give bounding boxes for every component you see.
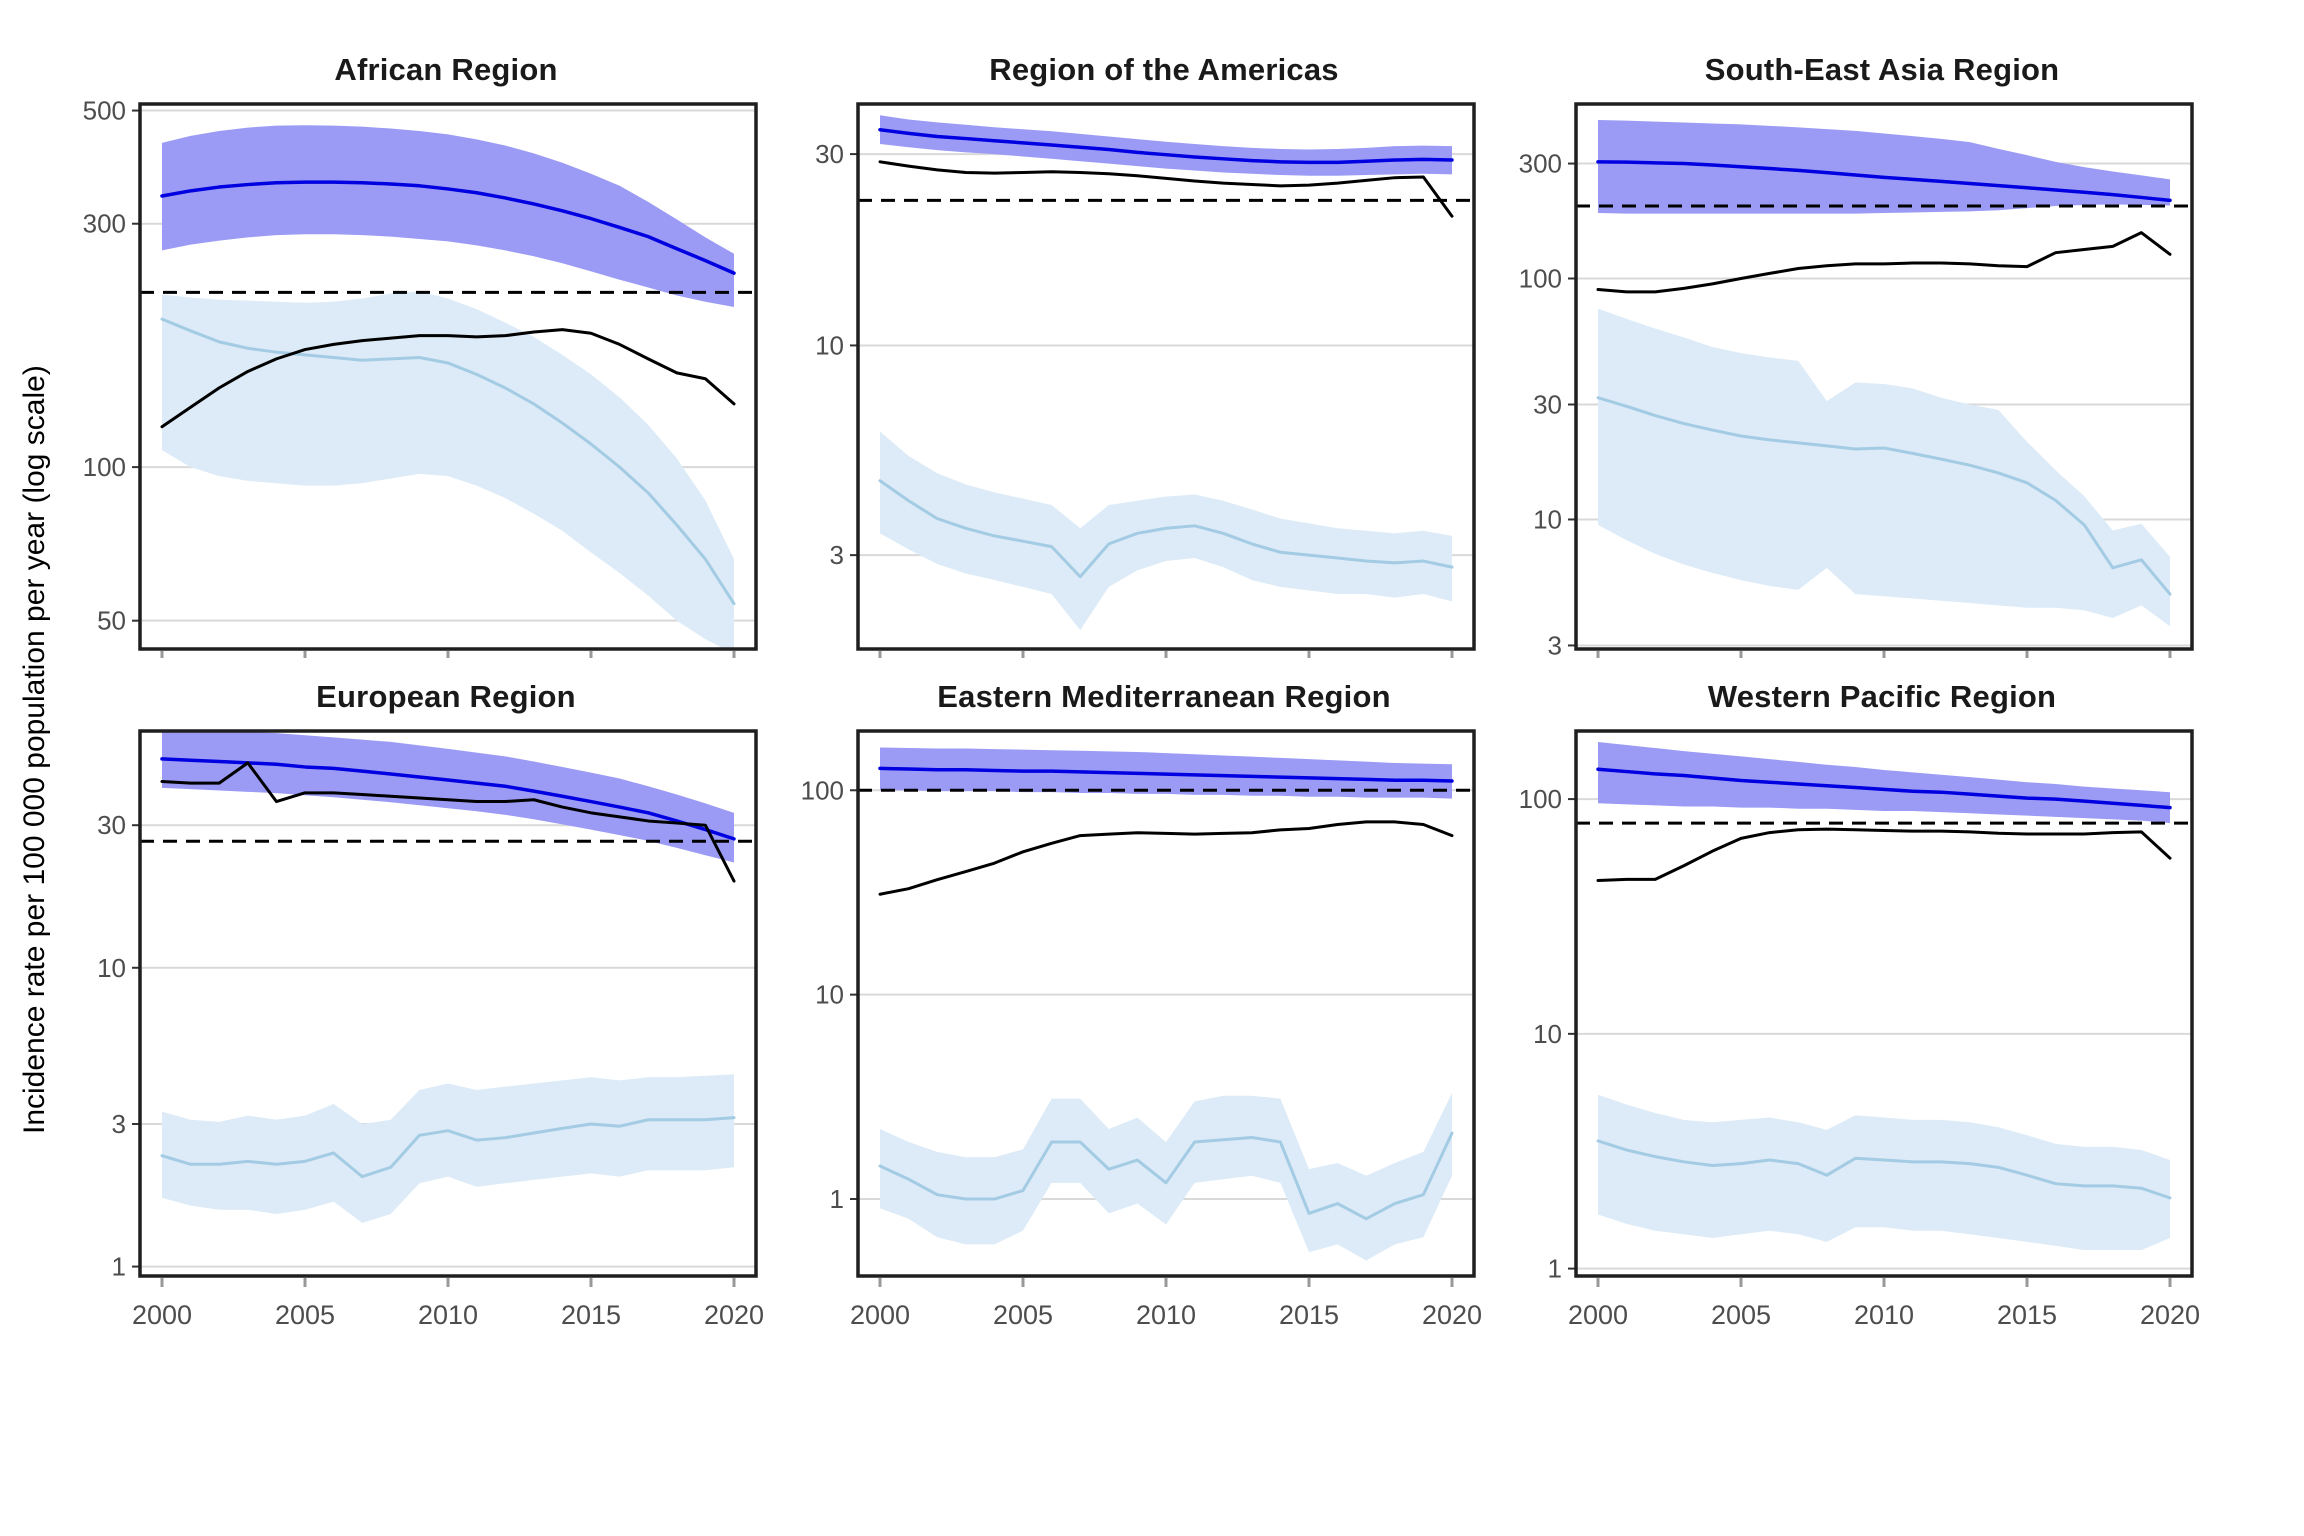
lightblue-series-ribbon bbox=[1598, 1094, 2170, 1251]
x-tick-label: 2020 bbox=[2140, 1300, 2200, 1330]
black-notified-line bbox=[878, 160, 1454, 218]
panel-border bbox=[856, 102, 1476, 651]
facet-south-east-asia-region: South-East Asia Region 300 100 30 10 3 bbox=[1504, 52, 2204, 663]
facet-african-region: African Region 500 300 100 50 bbox=[68, 52, 768, 663]
black-notified-line bbox=[878, 820, 1454, 896]
y-tick-label: 100 bbox=[1519, 784, 1562, 814]
blue-estimate-line bbox=[160, 757, 736, 841]
blue-estimate-line bbox=[878, 128, 1454, 165]
blue-estimate-ribbon bbox=[880, 115, 1452, 176]
facet-european-region: European Region 30 10 3 1 2000 2005 2010 2015 20… bbox=[68, 679, 768, 1353]
facet-grid: African Region 500 300 100 50 Region of the… bbox=[68, 52, 2204, 1353]
y-tick-label: 30 bbox=[97, 810, 126, 840]
lightblue-series-ribbon bbox=[880, 431, 1452, 631]
blue-estimate-line bbox=[878, 766, 1454, 783]
x-tick-label: 2020 bbox=[704, 1300, 764, 1330]
facet-title: Region of the Americas bbox=[989, 52, 1339, 87]
y-tick-label: 3 bbox=[1548, 630, 1562, 658]
panel-plot-eastern-mediterranean-region: 100 10 1 2000 2005 2010 2015 2020 bbox=[801, 729, 1482, 1330]
blue-estimate-line bbox=[1596, 767, 2172, 810]
y-tick-label: 30 bbox=[815, 139, 844, 169]
x-tick-label: 2010 bbox=[1136, 1300, 1196, 1330]
x-tick-label: 2015 bbox=[1997, 1300, 2057, 1330]
panel-plot-region-of-the-americas: 30 10 3 bbox=[815, 102, 1476, 660]
x-tick-label: 2005 bbox=[993, 1300, 1053, 1330]
y-tick-label: 100 bbox=[83, 452, 126, 482]
x-tick-label: 2000 bbox=[132, 1300, 192, 1330]
y-tick-label: 100 bbox=[801, 775, 844, 805]
y-tick-label: 10 bbox=[1533, 504, 1562, 534]
black-notified-line bbox=[1596, 827, 2172, 882]
facet-title: South-East Asia Region bbox=[1704, 52, 2060, 87]
y-tick-label: 300 bbox=[1519, 149, 1562, 179]
facet-eastern-mediterranean-region: Eastern Mediterranean Region 100 10 1 2000 2… bbox=[786, 679, 1486, 1353]
x-tick-label: 2015 bbox=[561, 1300, 621, 1330]
black-notified-line bbox=[160, 761, 736, 883]
lightblue-series-ribbon bbox=[162, 291, 734, 649]
y-tick-label: 500 bbox=[83, 96, 126, 126]
x-tick-label: 2005 bbox=[275, 1300, 335, 1330]
x-tick-label: 2000 bbox=[1568, 1300, 1628, 1330]
lightblue-series-line bbox=[878, 479, 1454, 579]
panel-border bbox=[138, 729, 758, 1278]
y-axis-title: Incidence rate per 100 000 population pe… bbox=[18, 365, 51, 1135]
x-tick-label: 2015 bbox=[1279, 1300, 1339, 1330]
panel-plot-south-east-asia-region: 300 100 30 10 3 bbox=[1519, 102, 2194, 660]
blue-estimate-ribbon bbox=[1598, 119, 2170, 214]
y-tick-label: 1 bbox=[1548, 1254, 1562, 1284]
y-tick-label: 10 bbox=[815, 330, 844, 360]
x-tick-label: 2010 bbox=[418, 1300, 478, 1330]
x-tick-label: 2005 bbox=[1711, 1300, 1771, 1330]
lightblue-series-ribbon bbox=[162, 1074, 734, 1223]
panel-plot-african-region: 500 300 100 50 bbox=[83, 96, 758, 660]
lightblue-series-ribbon bbox=[880, 1093, 1452, 1261]
y-tick-label: 3 bbox=[112, 1109, 126, 1139]
panel-border bbox=[1574, 102, 2194, 651]
facet-western-pacific-region: Western Pacific Region 100 10 1 2000 2005 201… bbox=[1504, 679, 2204, 1353]
lightblue-series-line bbox=[1596, 396, 2172, 596]
lightblue-series-line bbox=[160, 1116, 736, 1179]
blue-estimate-ribbon bbox=[1598, 742, 2170, 824]
lightblue-series-ribbon bbox=[1598, 308, 2170, 627]
y-tick-label: 10 bbox=[97, 953, 126, 983]
x-tick-label: 2010 bbox=[1854, 1300, 1914, 1330]
facet-title: European Region bbox=[316, 679, 576, 714]
y-tick-label: 50 bbox=[97, 606, 126, 636]
y-tick-label: 30 bbox=[1533, 390, 1562, 420]
facet-title: Eastern Mediterranean Region bbox=[937, 679, 1391, 714]
y-tick-label: 10 bbox=[1533, 1019, 1562, 1049]
blue-estimate-line bbox=[160, 180, 736, 275]
y-tick-label: 10 bbox=[815, 980, 844, 1010]
black-notified-line bbox=[1596, 231, 2172, 294]
facet-title: Western Pacific Region bbox=[1707, 679, 2057, 714]
lightblue-series-line bbox=[160, 317, 736, 606]
y-tick-label: 100 bbox=[1519, 264, 1562, 294]
facet-title: African Region bbox=[334, 52, 558, 87]
y-tick-label: 1 bbox=[830, 1184, 844, 1214]
lightblue-series-line bbox=[878, 1131, 1454, 1221]
blue-estimate-ribbon bbox=[162, 731, 734, 863]
y-tick-label: 1 bbox=[112, 1252, 126, 1282]
panel-border bbox=[1574, 729, 2194, 1278]
facet-region-of-the-americas: Region of the Americas 30 10 3 bbox=[786, 52, 1486, 663]
black-notified-line bbox=[160, 328, 736, 429]
panel-border bbox=[856, 729, 1476, 1278]
panel-border bbox=[138, 102, 758, 651]
x-tick-label: 2020 bbox=[1422, 1300, 1482, 1330]
blue-estimate-line bbox=[1596, 160, 2172, 203]
blue-estimate-ribbon bbox=[162, 125, 734, 308]
x-tick-label: 2000 bbox=[850, 1300, 910, 1330]
y-tick-label: 300 bbox=[83, 209, 126, 239]
lightblue-series-line bbox=[1596, 1139, 2172, 1200]
y-tick-label: 3 bbox=[830, 540, 844, 570]
